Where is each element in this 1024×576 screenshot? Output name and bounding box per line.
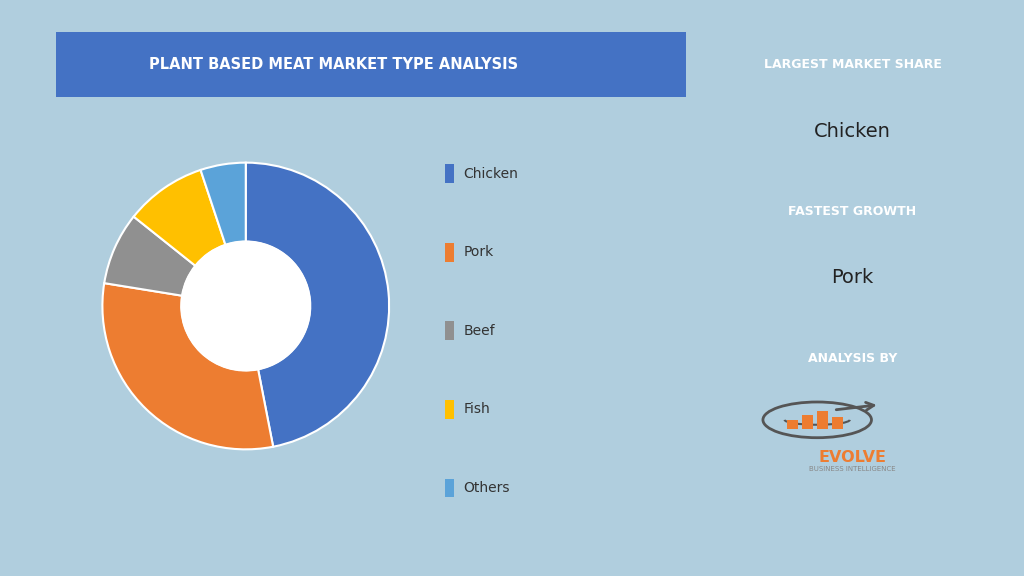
FancyBboxPatch shape xyxy=(445,321,454,340)
Text: LARGEST MARKET SHARE: LARGEST MARKET SHARE xyxy=(764,58,941,71)
FancyBboxPatch shape xyxy=(445,400,454,419)
Wedge shape xyxy=(246,162,389,447)
FancyBboxPatch shape xyxy=(817,411,828,429)
Text: Chicken: Chicken xyxy=(814,122,891,141)
Text: ANALYSIS BY: ANALYSIS BY xyxy=(808,352,897,365)
Wedge shape xyxy=(102,283,273,449)
Text: EVOLVE: EVOLVE xyxy=(818,450,887,465)
Wedge shape xyxy=(104,217,196,295)
Circle shape xyxy=(181,241,310,370)
FancyBboxPatch shape xyxy=(802,415,813,429)
FancyBboxPatch shape xyxy=(56,32,686,97)
Text: Fish: Fish xyxy=(464,402,490,416)
FancyBboxPatch shape xyxy=(445,479,454,497)
Text: Others: Others xyxy=(464,481,510,495)
Text: Chicken: Chicken xyxy=(464,166,518,181)
Text: 46%: 46% xyxy=(236,306,279,324)
FancyBboxPatch shape xyxy=(445,243,454,262)
Wedge shape xyxy=(201,162,246,245)
FancyBboxPatch shape xyxy=(445,165,454,183)
Text: Pork: Pork xyxy=(831,268,873,287)
Wedge shape xyxy=(134,170,225,266)
Text: BUSINESS INTELLIGENCE: BUSINESS INTELLIGENCE xyxy=(809,466,896,472)
Text: FASTEST GROWTH: FASTEST GROWTH xyxy=(788,205,916,218)
FancyBboxPatch shape xyxy=(833,416,843,429)
Text: PLANT BASED MEAT MARKET TYPE ANALYSIS: PLANT BASED MEAT MARKET TYPE ANALYSIS xyxy=(148,57,518,72)
FancyBboxPatch shape xyxy=(787,420,799,429)
Text: Beef: Beef xyxy=(464,324,496,338)
Text: Pork: Pork xyxy=(464,245,494,259)
